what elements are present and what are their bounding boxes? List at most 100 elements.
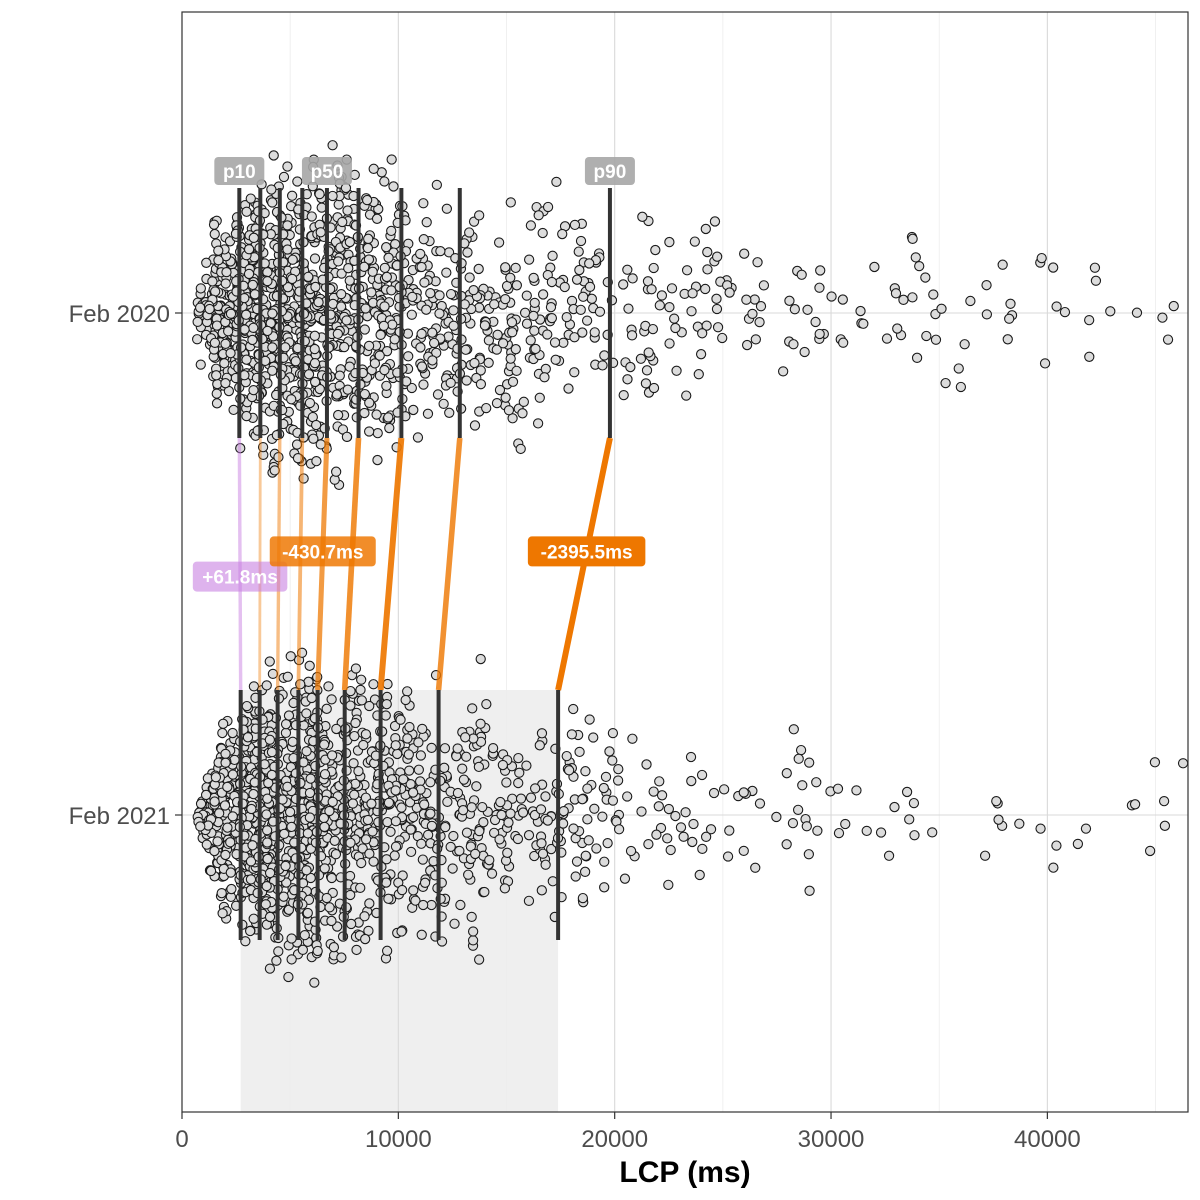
data-point <box>327 140 338 151</box>
data-point <box>264 867 276 879</box>
data-point <box>319 739 330 750</box>
data-point <box>262 793 273 804</box>
data-point <box>192 334 203 345</box>
data-point <box>499 883 511 894</box>
data-point <box>501 777 512 788</box>
data-point <box>551 176 562 188</box>
data-point <box>467 926 479 937</box>
data-point <box>539 372 550 383</box>
data-point <box>385 826 396 837</box>
data-point <box>579 866 591 877</box>
data-point <box>368 163 379 174</box>
data-point <box>689 236 700 247</box>
data-point <box>383 252 394 263</box>
data-point <box>418 198 429 209</box>
data-point <box>669 313 680 324</box>
quantile-tags-layer: p10 p50 p90 <box>214 157 635 185</box>
data-point <box>907 292 918 303</box>
data-point <box>381 380 392 392</box>
data-point <box>497 338 509 349</box>
data-point <box>530 343 541 355</box>
data-point <box>1002 334 1013 345</box>
data-point <box>799 346 810 358</box>
data-point <box>534 392 545 403</box>
x-axis-title: LCP (ms) <box>619 1156 750 1189</box>
data-point <box>221 266 232 278</box>
data-point <box>266 746 278 758</box>
data-point <box>965 295 976 307</box>
data-point <box>514 767 525 778</box>
data-point <box>515 443 526 455</box>
data-point <box>285 651 296 662</box>
data-point <box>473 263 484 275</box>
data-point <box>1177 758 1189 769</box>
data-point <box>355 684 366 696</box>
data-point <box>248 681 260 692</box>
data-point <box>577 327 588 338</box>
data-point <box>214 808 225 819</box>
data-point <box>266 184 277 195</box>
data-point <box>280 719 292 730</box>
data-point <box>345 700 356 711</box>
data-point <box>619 873 631 884</box>
data-point <box>440 821 451 833</box>
data-point <box>366 798 377 809</box>
data-point <box>367 266 378 277</box>
data-point <box>604 746 615 757</box>
data-point <box>750 334 761 345</box>
data-point <box>904 814 915 825</box>
data-point <box>653 801 664 812</box>
data-point <box>492 329 503 340</box>
data-point <box>993 814 1004 825</box>
data-point <box>264 911 276 923</box>
data-point <box>803 849 815 860</box>
data-point <box>368 856 379 867</box>
data-point <box>607 755 618 766</box>
data-point <box>390 238 401 250</box>
data-point <box>309 977 320 988</box>
data-point <box>890 288 902 299</box>
data-point <box>627 273 638 284</box>
data-point <box>267 668 279 680</box>
data-point <box>349 789 360 800</box>
data-point <box>395 714 406 725</box>
data-point <box>654 776 665 787</box>
data-point <box>311 455 322 467</box>
data-point <box>464 272 475 283</box>
data-point <box>408 404 419 416</box>
data-point <box>569 367 580 378</box>
data-point <box>648 382 660 394</box>
data-point <box>330 466 342 477</box>
data-point <box>287 736 298 747</box>
data-point <box>225 348 236 359</box>
data-point <box>475 365 486 376</box>
data-point <box>1162 334 1174 345</box>
data-point <box>991 796 1002 807</box>
data-point <box>537 289 549 300</box>
data-point <box>754 316 765 328</box>
data-point <box>1005 298 1016 309</box>
data-point <box>837 294 848 305</box>
data-point <box>369 358 381 369</box>
data-point <box>755 301 767 312</box>
data-point <box>457 805 469 816</box>
data-point <box>262 837 273 848</box>
data-point <box>1084 351 1095 362</box>
data-point <box>599 856 610 867</box>
data-point <box>247 840 258 851</box>
data-point <box>656 790 668 801</box>
data-point <box>1149 757 1161 768</box>
data-point <box>641 365 653 376</box>
data-point <box>686 306 697 317</box>
data-point <box>802 304 813 315</box>
delta-label-box-p10 <box>192 561 288 592</box>
data-point <box>223 326 234 337</box>
data-point <box>220 378 231 389</box>
data-point <box>222 822 233 833</box>
data-point <box>796 269 807 280</box>
data-point <box>739 248 750 259</box>
data-point <box>262 325 273 337</box>
data-point <box>561 750 572 762</box>
data-point <box>594 306 606 317</box>
data-point <box>483 335 495 346</box>
